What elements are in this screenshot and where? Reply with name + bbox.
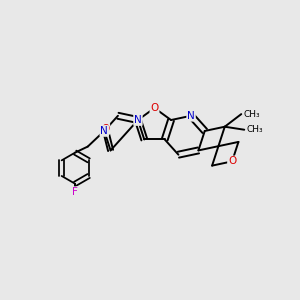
- Text: CH₃: CH₃: [247, 125, 263, 134]
- Text: O: O: [150, 103, 159, 113]
- Text: N: N: [100, 126, 108, 136]
- Text: N: N: [134, 115, 142, 125]
- Text: F: F: [72, 187, 78, 197]
- Text: O: O: [101, 124, 109, 134]
- Text: O: O: [228, 156, 236, 167]
- Text: CH₃: CH₃: [244, 110, 260, 118]
- Text: N: N: [187, 111, 195, 121]
